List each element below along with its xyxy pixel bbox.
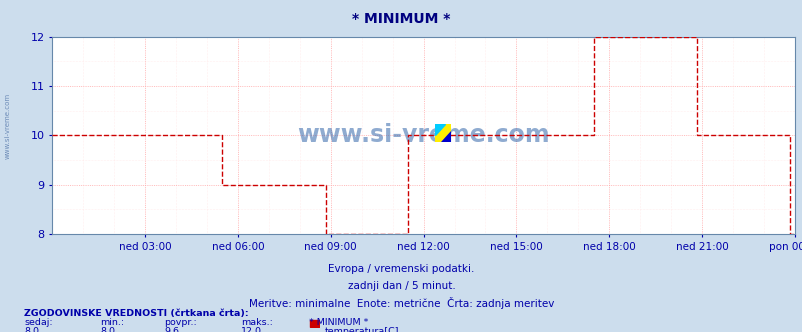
Text: 8,0: 8,0	[24, 327, 39, 332]
Text: sedaj:: sedaj:	[24, 318, 53, 327]
Text: temperatura[C]: temperatura[C]	[325, 327, 399, 332]
Bar	[310, 320, 318, 327]
Text: zadnji dan / 5 minut.: zadnji dan / 5 minut.	[347, 281, 455, 290]
Text: 12,0: 12,0	[241, 327, 261, 332]
Polygon shape	[435, 124, 444, 134]
Text: 9,6: 9,6	[164, 327, 180, 332]
Text: ZGODOVINSKE VREDNOSTI (črtkana črta):: ZGODOVINSKE VREDNOSTI (črtkana črta):	[24, 309, 249, 318]
Text: min.:: min.:	[100, 318, 124, 327]
Text: * MINIMUM *: * MINIMUM *	[352, 12, 450, 26]
Text: www.si-vreme.com: www.si-vreme.com	[5, 93, 11, 159]
Text: www.si-vreme.com: www.si-vreme.com	[297, 123, 549, 147]
Text: Meritve: minimalne  Enote: metrične  Črta: zadnja meritev: Meritve: minimalne Enote: metrične Črta:…	[249, 297, 553, 309]
Text: maks.:: maks.:	[241, 318, 273, 327]
Polygon shape	[441, 131, 451, 142]
Text: Evropa / vremenski podatki.: Evropa / vremenski podatki.	[328, 264, 474, 274]
Text: povpr.:: povpr.:	[164, 318, 197, 327]
Text: 8,0: 8,0	[100, 327, 115, 332]
Text: * MINIMUM *: * MINIMUM *	[309, 318, 368, 327]
